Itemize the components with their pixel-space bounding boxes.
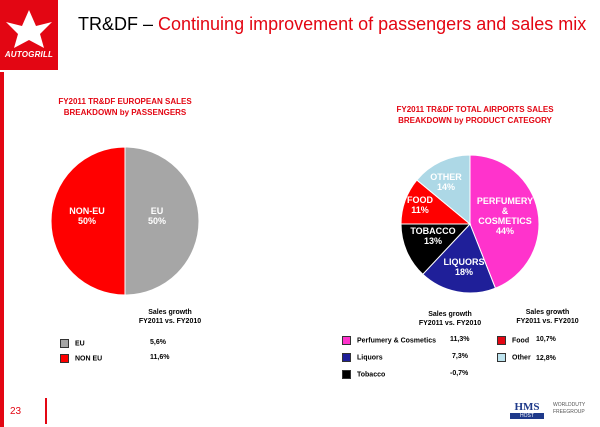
legend-value-other: 12,8% (536, 355, 556, 362)
pie-label-non-eu: NON-EU 50% (69, 206, 105, 226)
other-swatch (497, 353, 506, 362)
left-sales-growth-header: Sales growth FY2011 vs. FY2010 (138, 309, 202, 325)
wdf-logo-text: WORLDDUTY (553, 402, 586, 408)
page-number: 23 (10, 406, 22, 417)
legend-row-tobacco: Tobacco (342, 370, 385, 379)
passengers-pie-chart: EU 50% NON-EU 50% (50, 146, 200, 296)
legend-value-eu: 5,6% (150, 339, 166, 346)
legend-value-tobacco: -0,7% (450, 370, 469, 377)
pie-slice-eu (124, 146, 200, 296)
autogrill-emblem-icon (6, 10, 52, 48)
legend-row-eu: EU (60, 339, 85, 348)
legend-row-liquors: Liquors (342, 353, 383, 362)
pie-label-eu: EU 50% (148, 206, 166, 226)
left-accent-bar (0, 72, 4, 427)
pie-label-tobacco: TOBACCO 13% (410, 226, 455, 246)
non-eu-swatch (60, 354, 69, 363)
title-accent: Continuing improvement of passengers and… (158, 14, 587, 34)
legend-label-perfumery: Perfumery & Cosmetics (357, 337, 436, 345)
page-title: TR&DF – Continuing improvement of passen… (78, 14, 586, 35)
pie-label-liquors: LIQUORS 18% (443, 257, 484, 277)
right-sales-growth-header-1: Sales growth FY2011 vs. FY2010 (418, 311, 482, 327)
page-separator (45, 398, 47, 424)
legend-label-liquors: Liquors (357, 354, 383, 362)
world-duty-free-logo: WORLDDUTY FREEGROUP (553, 402, 597, 424)
legend-value-food: 10,7% (536, 336, 556, 343)
pie-label-food: FOOD 11% (407, 195, 433, 215)
legend-value-liquors: 7,3% (452, 353, 468, 360)
title-prefix: TR&DF – (78, 14, 159, 34)
perfumery-swatch (342, 336, 351, 345)
right-chart-title: FY2011 TR&DF TOTAL AIRPORTS SALES BREAKD… (396, 105, 554, 125)
liquors-swatch (342, 353, 351, 362)
hms-logo-sub: HOST (510, 413, 544, 419)
food-swatch (497, 336, 506, 345)
pie-slice-other (416, 154, 471, 226)
legend-row-other: Other (497, 353, 531, 362)
legend-label-tobacco: Tobacco (357, 371, 386, 379)
autogrill-logo (0, 0, 58, 70)
pie-slice-liquors (422, 223, 497, 294)
legend-label-food: Food (512, 337, 530, 345)
logo-text: AUTOGRILL (4, 50, 54, 59)
legend-value-perfumery: 11,3% (450, 336, 470, 343)
pie-label-other: OTHER 14% (430, 172, 462, 192)
legend-value-non-eu: 11,6% (150, 354, 170, 361)
hms-logo-text: HMS (514, 401, 540, 413)
wdf-logo-sub: FREEGROUP (553, 409, 585, 415)
pie-slice-non-eu (50, 146, 126, 296)
legend-label-eu: EU (75, 340, 85, 348)
legend-row-perfumery: Perfumery & Cosmetics (342, 336, 436, 345)
legend-label-other: Other (512, 354, 531, 362)
legend-row-food: Food (497, 336, 529, 345)
eu-swatch (60, 339, 69, 348)
hms-host-logo: HMS HOST (510, 402, 544, 424)
tobacco-swatch (342, 370, 351, 379)
legend-label-non-eu: NON EU (75, 355, 103, 363)
legend-row-non-eu: NON EU (60, 354, 102, 363)
product-category-pie-chart: PERFUMERY & COSMETICS 44% LIQUORS 18% TOBACCO 1… (400, 154, 540, 294)
pie-label-perfumery: PERFUMERY & COSMETICS 44% (477, 196, 533, 236)
left-chart-title: FY2011 TR&DF EUROPEAN SALES BREAKDOWN by… (58, 97, 192, 117)
pie-slice-perfumery (469, 154, 540, 289)
right-sales-growth-header-2: Sales growth FY2011 vs. FY2010 (516, 309, 579, 325)
pie-slice-tobacco (400, 223, 472, 276)
